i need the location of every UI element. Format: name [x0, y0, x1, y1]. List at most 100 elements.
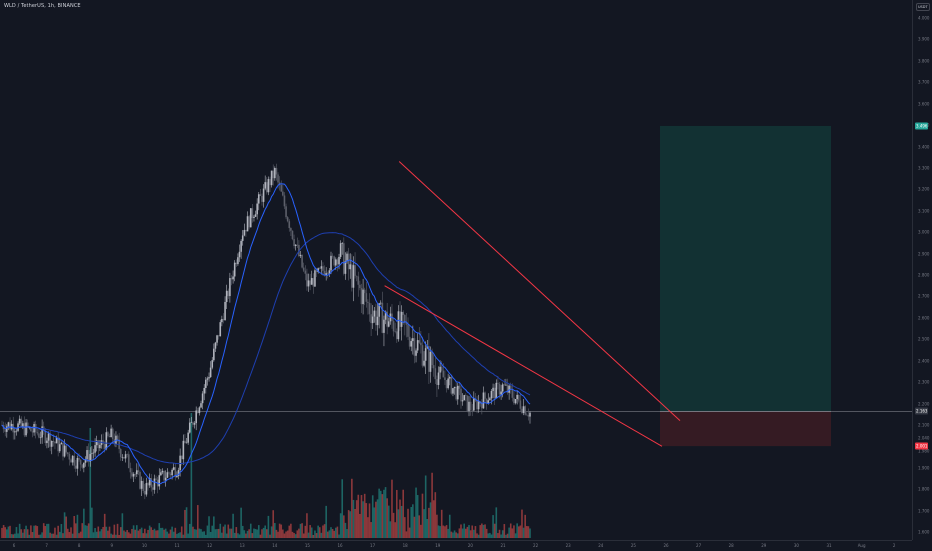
price-tick-label: 4.000	[918, 15, 930, 21]
candle-body	[428, 345, 430, 372]
price-tick-label: 2.600	[918, 315, 930, 321]
volume-bar	[92, 532, 95, 538]
candle-body	[397, 311, 400, 340]
price-tick-label: 2.800	[918, 272, 930, 278]
volume-bar	[302, 533, 305, 538]
volume-bar	[152, 529, 154, 538]
price-tick-label: 1.600	[918, 529, 930, 535]
volume-bar	[262, 527, 265, 538]
volume-bar	[360, 495, 363, 538]
candle-body	[203, 387, 206, 394]
falling-wedge-lower-line[interactable]	[384, 285, 663, 447]
candle-body	[310, 278, 313, 285]
candle-body	[171, 469, 173, 476]
volume-bar	[261, 529, 263, 538]
candle-body	[354, 265, 356, 276]
volume-bar	[47, 523, 50, 538]
volume-bar	[317, 525, 319, 538]
time-axis[interactable]: 6 7 8 9 10 11 12 13 14 15 16 17 18 19 20 21 22 23 24 25 26 27…	[0, 540, 912, 551]
volume-bar	[49, 532, 51, 538]
candle-body	[119, 449, 122, 458]
candle-body	[222, 319, 225, 321]
volume-bar	[328, 530, 331, 538]
candle-body	[107, 432, 109, 437]
volume-bar	[525, 526, 528, 538]
volume-bar	[282, 529, 284, 538]
price-tick-label: 1.800	[918, 486, 930, 492]
volume-bar	[209, 531, 212, 538]
volume-bar	[132, 525, 135, 538]
candle-body	[444, 377, 446, 381]
candle-body	[12, 423, 15, 433]
candle-body	[272, 170, 275, 179]
time-tick-label: 22	[533, 543, 539, 548]
candle-body	[219, 322, 222, 337]
candle-body	[132, 473, 135, 477]
volume-bar	[485, 528, 488, 538]
volume-bar	[294, 534, 297, 538]
volume-bar	[171, 526, 173, 538]
stop-price-tag: 2.001	[915, 442, 929, 450]
candle-body	[458, 385, 461, 389]
long-position-target-zone[interactable]	[660, 125, 831, 412]
volume-bar	[50, 533, 53, 538]
volume-bar	[343, 515, 345, 538]
volume-bar	[182, 534, 185, 538]
volume-bar	[156, 530, 159, 538]
price-tick-label: 2.400	[918, 358, 930, 364]
candle-body	[78, 458, 80, 460]
candle-body	[229, 278, 231, 297]
candle-body	[31, 431, 34, 433]
volume-bar	[237, 533, 239, 538]
symbol-title[interactable]: WLD / TetherUS, 1h, BINANCE	[4, 3, 81, 9]
volume-bar	[174, 527, 177, 538]
candle-body	[25, 422, 27, 436]
candle-body	[7, 422, 10, 427]
long-position-stop-zone[interactable]	[660, 411, 831, 447]
volume-bar	[448, 514, 451, 538]
candle-body	[168, 472, 170, 474]
candle-body	[440, 366, 443, 371]
candle-body	[172, 467, 175, 470]
volume-bar	[33, 525, 35, 538]
volume-bar	[436, 514, 438, 538]
volume-bar	[283, 533, 286, 538]
volume-bar	[71, 533, 74, 538]
volume-bar	[272, 510, 275, 538]
volume-bar	[309, 525, 311, 538]
candle-body	[89, 454, 92, 462]
time-tick-label: 21	[500, 543, 506, 548]
candle-body	[315, 270, 318, 272]
candle-body	[290, 228, 292, 231]
volume-bar	[177, 533, 180, 538]
candle-body	[404, 314, 406, 324]
volume-bar	[103, 513, 106, 538]
candle-body	[275, 167, 278, 175]
falling-wedge-upper-line[interactable]	[398, 161, 681, 422]
candle-body	[76, 458, 79, 469]
candle-body	[371, 316, 374, 324]
volume-bar	[420, 524, 422, 538]
candle-body	[145, 483, 148, 495]
volume-bar	[65, 516, 67, 538]
volume-bar	[245, 533, 247, 538]
candle-body	[57, 437, 59, 452]
volume-bar	[129, 533, 132, 538]
chart-canvas[interactable]	[0, 0, 912, 540]
volume-bar	[124, 531, 127, 538]
price-axis[interactable]: USDT 4.0003.9003.8003.7003.6003.5003.400…	[912, 0, 932, 540]
candle-body	[91, 453, 93, 455]
currency-label[interactable]: USDT	[916, 3, 930, 11]
volume-bar	[482, 524, 485, 538]
candle-body	[320, 266, 323, 269]
volume-bar	[503, 524, 506, 538]
candle-body	[39, 437, 42, 439]
volume-bar	[487, 533, 490, 538]
volume-bar	[257, 525, 260, 538]
candle-body	[513, 397, 515, 404]
candle-body	[466, 395, 469, 411]
volume-bar	[158, 523, 161, 538]
volume-bar	[458, 528, 461, 538]
candle-body	[6, 426, 8, 432]
candle-body	[264, 182, 266, 189]
